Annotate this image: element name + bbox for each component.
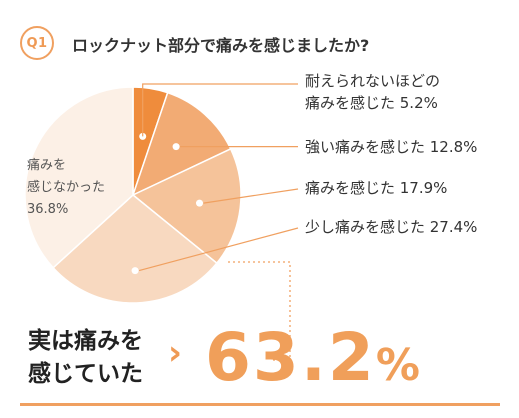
question-title: ロックナット部分で痛みを感じましたか? (72, 36, 370, 55)
slice-label-slight-pain: 少し痛みを感じた 27.4% (305, 218, 478, 236)
leader-dot (131, 267, 139, 275)
dotted-bracket (228, 261, 291, 361)
summary-percentage: 63.2% (205, 319, 420, 405)
summary-value-number: 63.2 (205, 319, 376, 396)
slice-label-no-pain: 痛みを 感じなかった 36.8% (27, 158, 106, 217)
leader-dot (172, 143, 180, 151)
leader-line (138, 227, 299, 272)
summary-value-unit: % (375, 340, 420, 391)
slice-felt-pain (131, 147, 242, 265)
slice-slight-pain (52, 194, 218, 304)
leader-line (142, 83, 298, 137)
slice-label-strong-pain: 強い痛みを感じた 12.8% (305, 138, 478, 156)
slice-no-pain (24, 86, 134, 269)
bottom-divider (20, 403, 500, 406)
chevron-right-icon: › (168, 333, 183, 373)
question-header: Q1 ロックナット部分で痛みを感じましたか? (20, 26, 510, 62)
slice-strong-pain (131, 91, 232, 197)
question-number-badge: Q1 (20, 26, 54, 60)
slice-label-felt-pain: 痛みを感じた 17.9% (305, 179, 448, 197)
leader-line (203, 188, 299, 204)
slice-label-unbearable-pain: 耐えられないほどの 痛みを感じた 5.2% (305, 72, 441, 112)
summary-text: 実は痛みを 感じていた (28, 328, 143, 387)
leader-dot (196, 199, 203, 207)
